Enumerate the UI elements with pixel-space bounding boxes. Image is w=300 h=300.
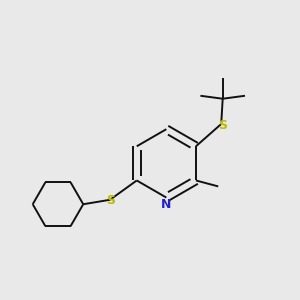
Text: N: N (161, 199, 172, 212)
Text: S: S (106, 194, 116, 207)
Text: S: S (218, 119, 227, 132)
